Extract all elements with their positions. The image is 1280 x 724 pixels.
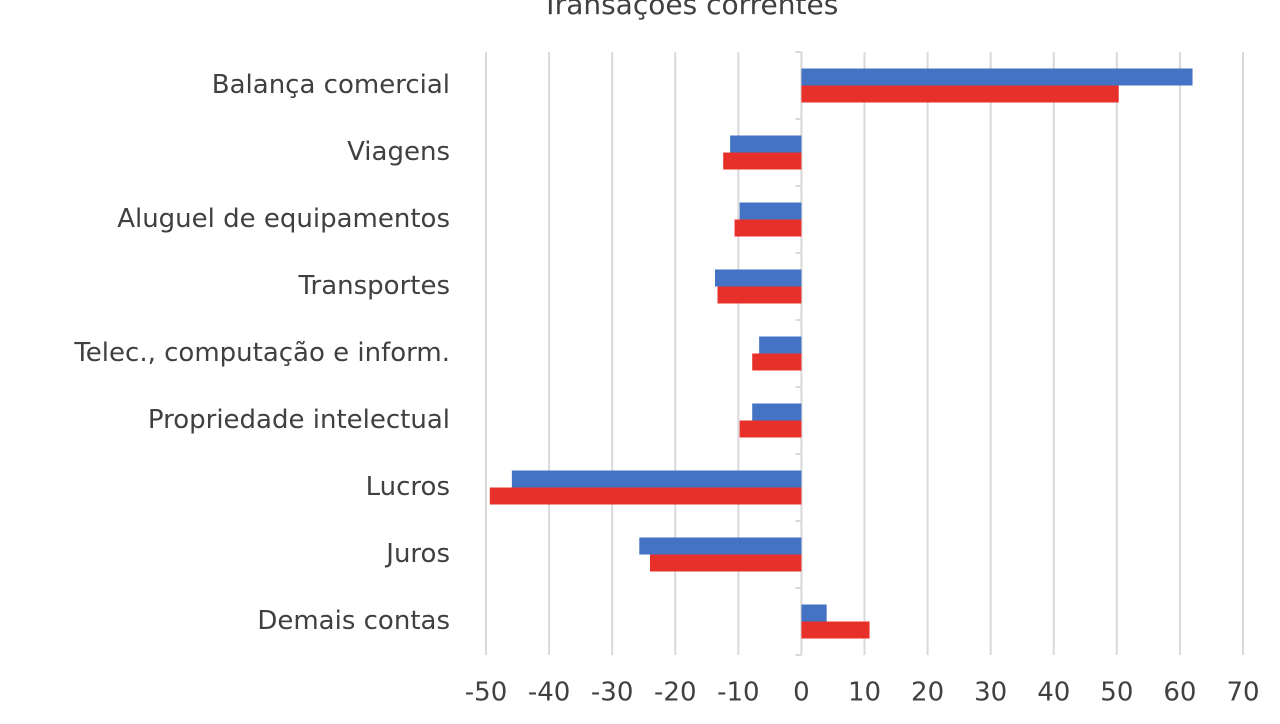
x-tick-label: 0	[793, 678, 810, 708]
x-tick-label: 30	[974, 678, 1007, 708]
bar	[739, 420, 802, 438]
bar	[639, 537, 802, 555]
chart-title: Transações correntes	[541, 0, 839, 21]
y-tick-label: Balança comercial	[212, 70, 450, 100]
x-tick-label: 50	[1100, 678, 1133, 708]
bar	[730, 135, 802, 153]
x-tick-label: -50	[465, 678, 507, 708]
bar	[511, 470, 802, 488]
y-tick-label: Viagens	[347, 137, 450, 167]
bar	[801, 85, 1119, 103]
x-tick-label: -20	[654, 678, 696, 708]
y-tick-label: Juros	[384, 539, 450, 569]
x-tick-label: 70	[1226, 678, 1259, 708]
bar	[752, 403, 802, 421]
y-tick-label: Aluguel de equipamentos	[117, 204, 450, 234]
bar	[714, 269, 802, 287]
y-tick-label: Lucros	[366, 472, 450, 502]
y-tick-label: Demais contas	[257, 606, 450, 636]
bar	[801, 604, 827, 622]
bar	[723, 152, 802, 170]
x-tick-label: 20	[911, 678, 944, 708]
bar	[759, 336, 802, 354]
x-tick-label: -30	[591, 678, 633, 708]
bar	[717, 286, 802, 304]
y-tick-label: Propriedade intelectual	[148, 405, 450, 435]
x-tick-label: -10	[717, 678, 759, 708]
bar	[739, 202, 802, 220]
bar	[801, 621, 870, 639]
x-tick-label: 40	[1037, 678, 1070, 708]
bar	[734, 219, 802, 237]
y-tick-label: Telec., computação e inform.	[73, 338, 450, 368]
bar	[489, 487, 802, 505]
x-tick-label: -40	[528, 678, 570, 708]
x-tick-label: 60	[1163, 678, 1196, 708]
bar	[650, 554, 802, 572]
y-tick-label: Transportes	[297, 271, 450, 301]
bar	[801, 68, 1193, 86]
bar	[752, 353, 802, 371]
x-tick-label: 10	[848, 678, 881, 708]
